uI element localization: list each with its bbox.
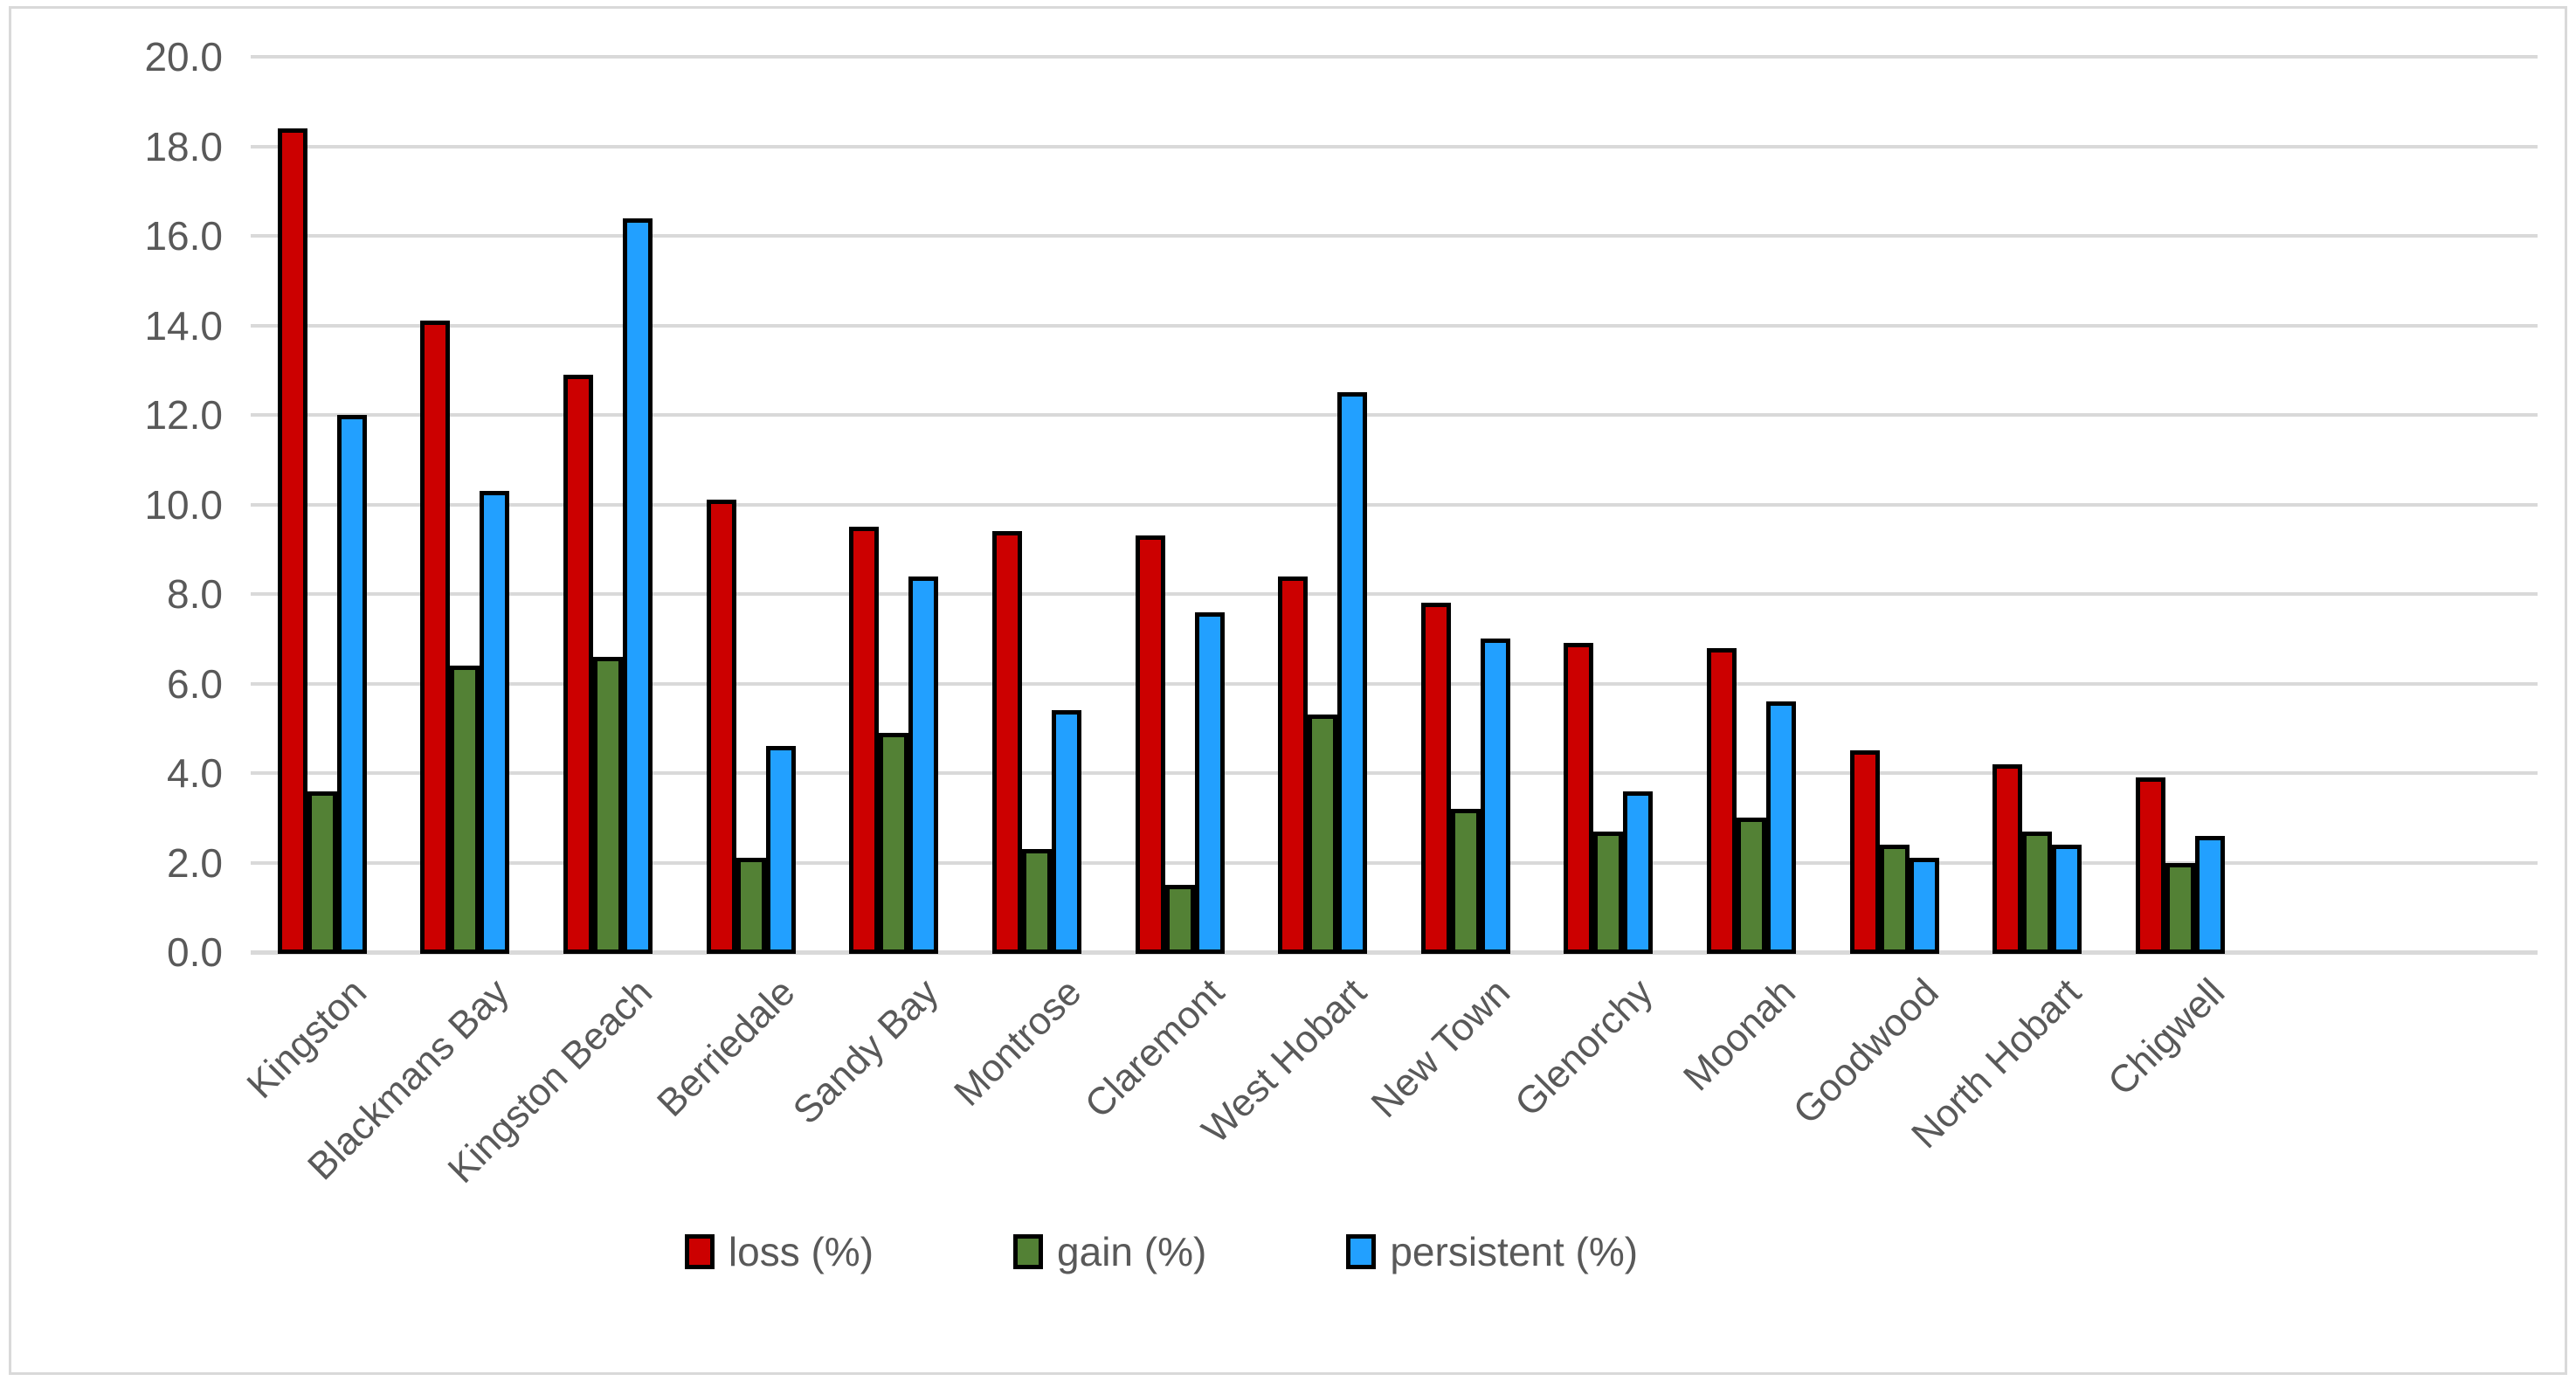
legend-swatch-icon (1013, 1234, 1044, 1269)
bar-gain-sandy-bay (879, 732, 909, 954)
legend: loss (%) gain (%) persistent (%) (0, 1230, 2449, 1274)
y-tick-label-20.0: 20.0 (144, 34, 223, 79)
bar-gain-north-hobart (2022, 831, 2053, 954)
bar-persistent-north-hobart (2052, 845, 2082, 954)
bar-loss-north-hobart (1992, 763, 2023, 954)
bar-gain-kingston-beach (593, 656, 624, 954)
bar-persistent-new-town (1480, 639, 1510, 954)
legend-label: gain (%) (1057, 1229, 1207, 1274)
bar-loss-blackmans-bay (420, 321, 451, 954)
bar-persistent-montrose (1051, 710, 1081, 954)
bar-persistent-berriedale (765, 746, 796, 954)
bar-loss-west-hobart (1278, 576, 1309, 954)
bar-persistent-glenorchy (1623, 791, 1654, 954)
bar-gain-blackmans-bay (450, 666, 480, 954)
y-tick-label-12.0: 12.0 (144, 392, 223, 438)
legend-swatch-icon (684, 1234, 715, 1269)
chart-border (9, 6, 2567, 1375)
bar-persistent-claremont (1194, 611, 1225, 954)
bar-persistent-goodwood (1909, 858, 1939, 954)
gridline-12 (251, 413, 2538, 417)
legend-item-loss: loss (%) (684, 1229, 874, 1274)
bar-loss-glenorchy (1564, 643, 1594, 954)
gridline-14 (251, 323, 2538, 328)
bar-persistent-kingston-beach (623, 218, 653, 954)
bar-persistent-west-hobart (1337, 392, 1368, 954)
bar-gain-new-town (1450, 809, 1481, 954)
bar-loss-berriedale (706, 500, 736, 954)
legend-swatch-icon (1346, 1234, 1377, 1269)
bar-persistent-chigwell (2194, 835, 2225, 954)
bar-gain-moonah (1737, 818, 1767, 954)
legend-item-gain: gain (%) (1013, 1230, 1206, 1274)
bar-loss-montrose (991, 531, 1022, 954)
y-tick-label-10.0: 10.0 (144, 481, 223, 528)
bar-loss-moonah (1707, 647, 1737, 954)
bar-loss-claremont (1135, 535, 1165, 954)
bar-gain-chigwell (2165, 862, 2195, 954)
y-tick-label-16.0: 16.0 (144, 213, 223, 259)
bar-gain-berriedale (736, 858, 766, 954)
legend-label: persistent (%) (1390, 1229, 1639, 1274)
y-tick-label-2.0: 2.0 (167, 839, 223, 886)
bar-gain-goodwood (1879, 845, 1910, 954)
gridline-20 (251, 55, 2538, 59)
bar-gain-claremont (1164, 885, 1195, 954)
y-tick-label-14.0: 14.0 (144, 302, 223, 349)
gridline-2 (251, 860, 2538, 865)
legend-item-persistent: persistent (%) (1346, 1230, 1638, 1274)
legend-label: loss (%) (728, 1229, 874, 1274)
bar-gain-kingston (307, 791, 337, 954)
bar-loss-new-town (1420, 603, 1451, 954)
bar-gain-west-hobart (1308, 715, 1338, 954)
y-tick-label-4.0: 4.0 (167, 750, 223, 796)
gridline-16 (251, 234, 2538, 238)
x-axis-line (251, 950, 2538, 955)
gridline-8 (251, 592, 2538, 596)
bar-loss-kingston (277, 128, 307, 954)
gridline-10 (251, 502, 2538, 507)
bar-gain-montrose (1021, 849, 1052, 954)
bar-loss-goodwood (1849, 750, 1880, 954)
gridline-6 (251, 681, 2538, 686)
y-tick-label-18.0: 18.0 (144, 123, 223, 169)
bar-loss-kingston-beach (563, 374, 594, 954)
y-tick-label-0.0: 0.0 (167, 929, 223, 975)
bar-gain-glenorchy (1593, 831, 1624, 954)
bar-loss-chigwell (2135, 777, 2165, 954)
bar-persistent-sandy-bay (908, 576, 939, 954)
bar-persistent-blackmans-bay (480, 491, 510, 954)
bar-persistent-moonah (1766, 701, 1797, 954)
gridline-4 (251, 771, 2538, 775)
y-tick-label-8.0: 8.0 (167, 571, 223, 617)
bar-persistent-kingston (336, 415, 367, 954)
gridline-18 (251, 144, 2538, 148)
bar-loss-sandy-bay (849, 527, 880, 954)
y-tick-label-6.0: 6.0 (167, 660, 223, 707)
